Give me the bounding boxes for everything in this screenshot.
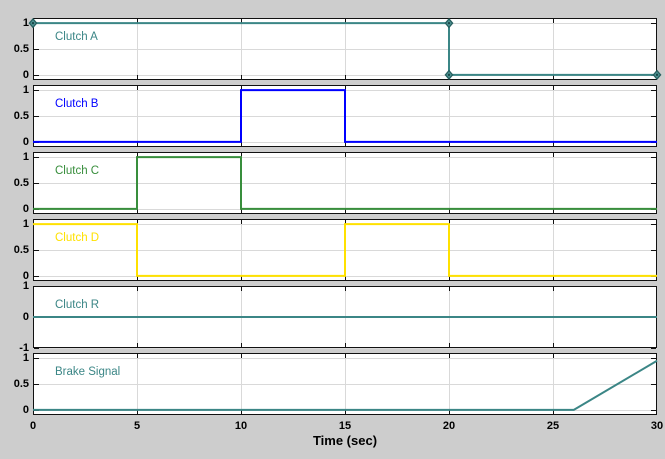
y-tick-label: 0.5 (13, 110, 29, 122)
subplot-clutch-a (28, 17, 662, 81)
plot-canvas-clutch-c (33, 152, 657, 214)
y-tick-label: 1 (22, 84, 29, 97)
signal-line-clutch-d (33, 223, 657, 277)
signal-line-clutch-b (33, 89, 657, 143)
plot-canvas-clutch-d (33, 219, 657, 281)
y-tick-label: 0.5 (13, 43, 29, 55)
x-tick-label: 15 (338, 420, 352, 432)
x-tick-label: 20 (442, 420, 456, 432)
y-tick-label: 1 (22, 218, 29, 231)
signal-line-clutch-c (33, 156, 657, 210)
signal-title-clutch-b: Clutch B (55, 98, 99, 110)
signal-line-brake-signal (33, 359, 658, 411)
plot-canvas-brake-signal (33, 353, 658, 415)
x-tick-label: 10 (234, 420, 248, 432)
marker-center-dot (31, 21, 35, 25)
subplot-brake-signal (33, 353, 658, 415)
marker-center-dot (447, 73, 451, 77)
x-tick-label: 25 (546, 420, 560, 432)
y-tick-label: 0.5 (13, 244, 29, 256)
x-tick-label: 0 (29, 420, 37, 432)
subplot-clutch-b (33, 85, 657, 147)
x-tick-label: 5 (133, 420, 141, 432)
y-tick-label: 1 (22, 151, 29, 164)
subplot-clutch-r (33, 286, 657, 349)
y-tick-label: 0.5 (13, 177, 29, 189)
y-tick-label: 1 (22, 352, 29, 365)
signal-title-clutch-r: Clutch R (55, 299, 100, 311)
signal-title-clutch-a: Clutch A (55, 31, 98, 43)
plot-canvas-clutch-a (28, 17, 662, 81)
y-tick-label: 0 (22, 311, 29, 323)
x-axis-label: Time (sec) (312, 433, 378, 448)
signal-line-clutch-a (33, 22, 657, 76)
x-tick-label: 30 (650, 420, 664, 432)
y-tick-label: 1 (22, 17, 29, 30)
y-tick-label: 0.5 (13, 378, 29, 390)
signal-title-brake-signal: Brake Signal (55, 366, 121, 378)
y-tick-label: 1 (22, 280, 29, 292)
marker-center-dot (655, 73, 659, 77)
plot-canvas-clutch-r (33, 286, 657, 349)
y-tick-label: 0 (22, 202, 29, 215)
y-tick-label: 0 (22, 269, 29, 282)
signal-title-clutch-d: Clutch D (55, 232, 100, 244)
subplot-clutch-c (33, 152, 657, 214)
y-tick-label: -1 (19, 342, 29, 354)
plot-canvas-clutch-b (33, 85, 657, 147)
marker-center-dot (447, 21, 451, 25)
signal-title-clutch-c: Clutch C (55, 165, 100, 177)
y-tick-label: 0 (22, 135, 29, 148)
y-tick-label: 0 (22, 68, 29, 81)
y-tick-label: 0 (22, 403, 29, 416)
subplot-clutch-d (33, 219, 657, 281)
